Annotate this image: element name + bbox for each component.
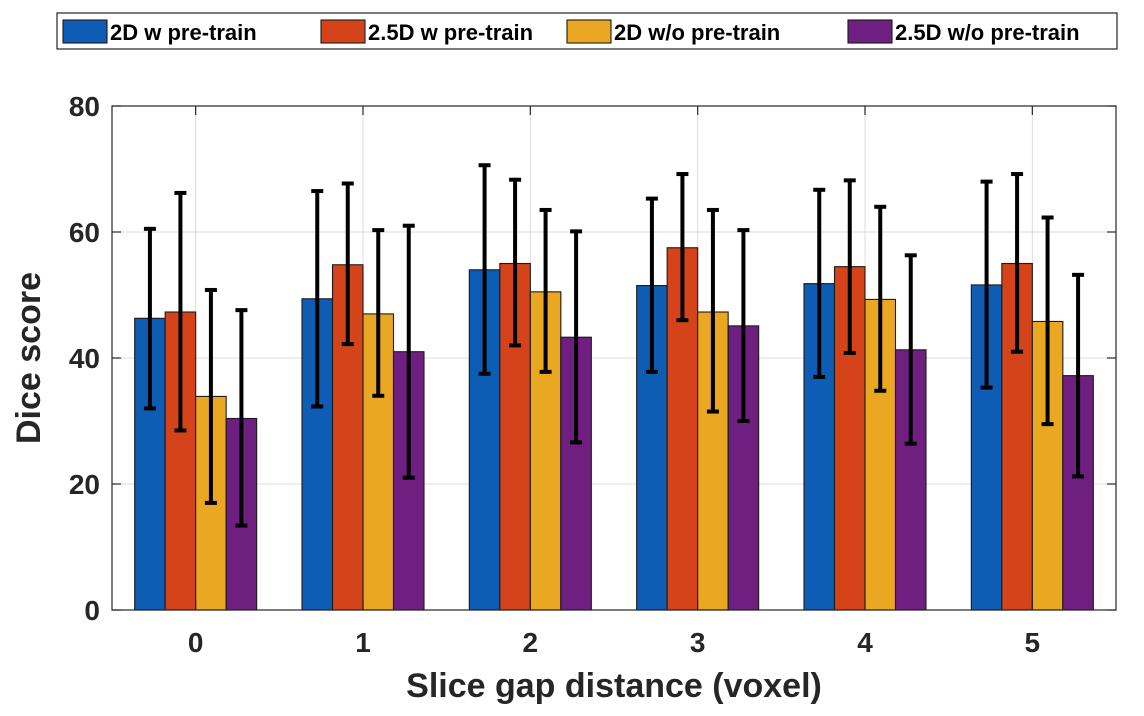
legend: 2D w pre-train 2.5D w pre-train 2D w/o pre… bbox=[56, 12, 1118, 50]
x-tick-label: 3 bbox=[690, 627, 706, 658]
legend-swatch-2 bbox=[566, 19, 612, 44]
y-tick-label: 60 bbox=[69, 217, 100, 248]
x-tick-label: 1 bbox=[355, 627, 371, 658]
x-tick-label: 4 bbox=[857, 627, 873, 658]
legend-label-1: 2.5D w pre-train bbox=[368, 20, 533, 45]
y-tick-label: 80 bbox=[69, 91, 100, 122]
legend-swatch-3 bbox=[847, 19, 893, 44]
y-tick-label: 40 bbox=[69, 343, 100, 374]
bars-layer bbox=[134, 247, 1094, 611]
y-axis-title: Dice score bbox=[10, 272, 48, 444]
x-tick-label: 2 bbox=[523, 627, 539, 658]
legend-swatch-0 bbox=[62, 19, 108, 44]
y-tick-label: 0 bbox=[84, 595, 100, 626]
legend-label-2: 2D w/o pre-train bbox=[614, 20, 780, 45]
error-bars-layer bbox=[143, 163, 1085, 528]
x-axis-title: Slice gap distance (voxel) bbox=[406, 667, 822, 705]
x-tick-label: 5 bbox=[1025, 627, 1041, 658]
legend-swatch-1 bbox=[320, 19, 366, 44]
ticks-layer: 0 20 40 60 80 0 1 2 3 4 5 bbox=[69, 91, 1116, 658]
legend-label-0: 2D w pre-train bbox=[110, 20, 257, 45]
x-tick-label: 0 bbox=[188, 627, 204, 658]
legend-label-3: 2.5D w/o pre-train bbox=[895, 20, 1080, 45]
y-tick-label: 20 bbox=[69, 469, 100, 500]
